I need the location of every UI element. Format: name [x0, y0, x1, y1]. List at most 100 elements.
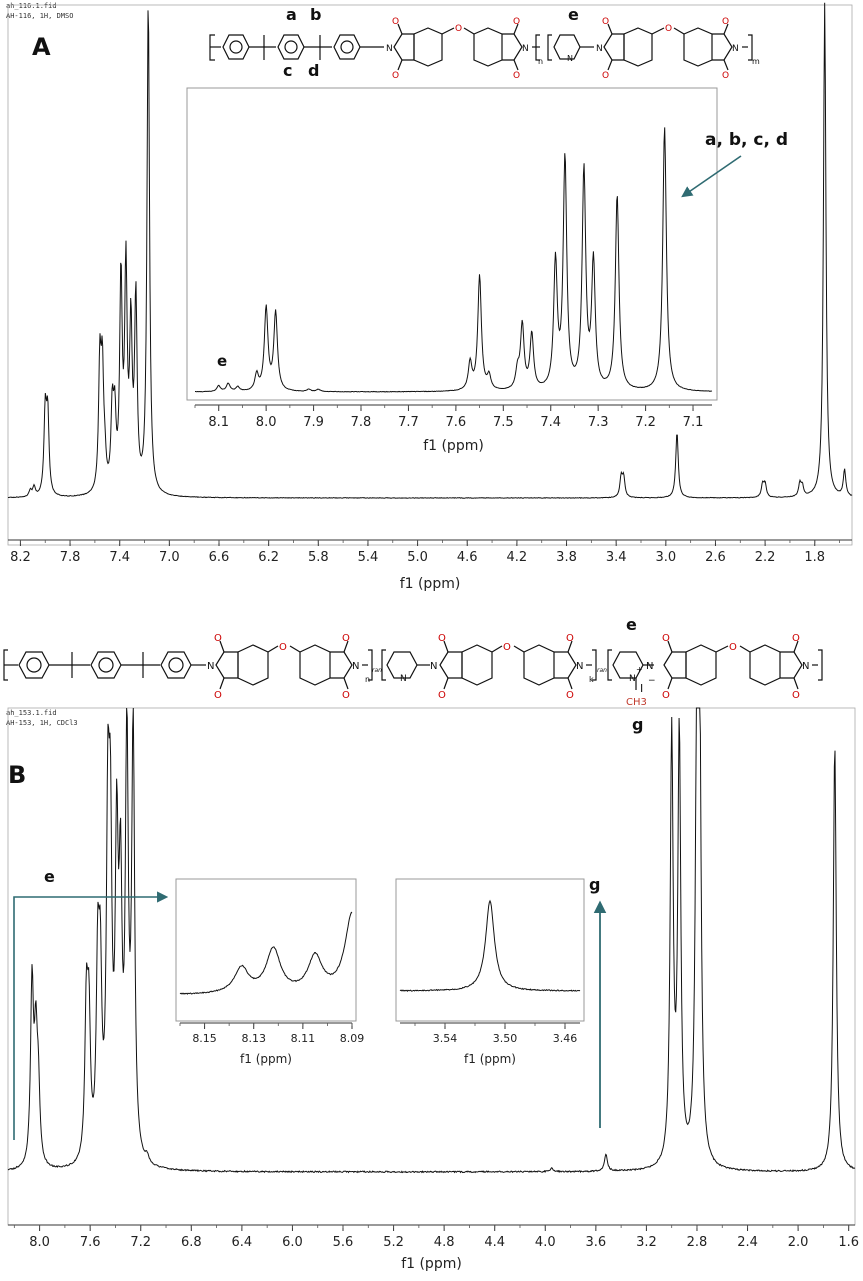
- x-tick-label: 3.2: [636, 1235, 657, 1250]
- panel-b: N OO O OO N N N OO O OO N N + N OO O OO …: [3, 615, 859, 1272]
- svg-text:O: O: [729, 642, 737, 653]
- x-tick-label: 7.7: [398, 415, 419, 430]
- svg-text:O: O: [566, 690, 574, 701]
- subscript-n: n: [538, 57, 543, 66]
- structure-a: [209, 23, 753, 71]
- svg-text:N: N: [386, 44, 393, 54]
- methyl-label: CH3: [626, 697, 647, 708]
- svg-text:O: O: [566, 633, 574, 644]
- svg-text:O: O: [513, 17, 520, 27]
- svg-text:O: O: [438, 690, 446, 701]
- svg-text:O: O: [662, 633, 670, 644]
- svg-text:N: N: [596, 44, 603, 54]
- x-tick-label: 8.0: [256, 415, 277, 430]
- spectrum-b-main: 8.0 7.6 7.2 6.8 6.4 6.0 5.6 5.2 4.8 4.4 4.0 3.6 3.2 2…: [7, 707, 859, 1272]
- x-tick-label: 2.6: [705, 550, 726, 565]
- structure-b-label-g: g: [632, 715, 643, 734]
- svg-text:N: N: [567, 54, 573, 63]
- panel-b-file-desc: AH-153, 1H, CDCl3: [6, 719, 78, 727]
- svg-text:O: O: [792, 633, 800, 644]
- panel-b-file-name: ah_153.1.fid: [6, 709, 57, 717]
- svg-text:N: N: [430, 661, 437, 672]
- x-tick-label: 3.50: [493, 1032, 518, 1045]
- x-tick-label: 3.8: [556, 550, 577, 565]
- x-tick-label: 4.8: [434, 1235, 455, 1250]
- inset-b2-frame: [395, 878, 585, 1022]
- inset-a-label-e: e: [217, 352, 227, 370]
- x-tick-label: 8.1: [208, 415, 229, 430]
- x-tick-label: 5.6: [333, 1235, 354, 1250]
- spectrum-trace: [194, 127, 713, 393]
- svg-text:O: O: [602, 17, 609, 27]
- label-abcd: a, b, c, d: [705, 130, 788, 150]
- x-axis-label: f1 (ppm): [401, 1256, 462, 1272]
- x-tick-label: 4.0: [535, 1235, 556, 1250]
- plot-frame: [7, 4, 853, 546]
- spectrum-b-inset-2: 3.54 3.50 3.46 f1 (ppm): [399, 899, 581, 1066]
- panel-b-label-g: g: [589, 875, 600, 894]
- arrow-e: [13, 891, 169, 1140]
- x-tick-label: 6.4: [232, 1235, 253, 1250]
- x-tick-label: 7.3: [588, 415, 609, 430]
- svg-text:N: N: [802, 661, 809, 672]
- svg-text:O: O: [665, 24, 672, 34]
- x-tick-label: 7.8: [351, 415, 372, 430]
- svg-text:N: N: [207, 661, 214, 672]
- svg-text:O: O: [503, 642, 511, 653]
- x-axis-label: f1 (ppm): [400, 576, 461, 592]
- x-tick-label: 2.8: [687, 1235, 708, 1250]
- x-tick-label: 7.0: [159, 550, 180, 565]
- svg-text:N: N: [576, 661, 583, 672]
- svg-text:O: O: [392, 71, 399, 81]
- panel-a-file-name: ah_116.1.fid: [6, 2, 57, 10]
- svg-text:N: N: [646, 661, 653, 672]
- structure-label-a: a: [286, 5, 297, 24]
- x-tick-label: 8.09: [340, 1032, 365, 1045]
- arrow-abcd: [681, 155, 742, 198]
- x-tick-label: 5.4: [358, 550, 379, 565]
- svg-text:+: +: [636, 665, 643, 674]
- spectrum-a-main: 8.2 7.8 7.4 7.0 6.6 6.2 5.8 5.4 5.0 4.6 4.2 3.8 3.4 3…: [7, 2, 853, 592]
- x-tick-label: 6.2: [258, 550, 279, 565]
- x-tick-label: 3.46: [553, 1032, 578, 1045]
- structure-label-e: e: [568, 5, 579, 24]
- x-tick-label: 7.1: [683, 415, 704, 430]
- svg-text:N: N: [522, 44, 529, 54]
- x-tick-label: 8.2: [10, 550, 31, 565]
- structure-b-label-e: e: [626, 615, 637, 634]
- x-tick-label: 6.6: [209, 550, 230, 565]
- x-tick-label: 8.15: [192, 1032, 217, 1045]
- svg-text:O: O: [214, 633, 222, 644]
- x-tick-label: 6.0: [282, 1235, 303, 1250]
- spectrum-a-inset: 8.1 8.0 7.9 7.8 7.7 7.6 7.5 7.4 7.3 7.2 7.1 f1 (ppm…: [194, 127, 713, 454]
- svg-text:O: O: [602, 71, 609, 81]
- svg-text:N: N: [400, 674, 407, 684]
- iodide-label: I: [640, 682, 643, 695]
- svg-text:O: O: [342, 633, 350, 644]
- x-tick-label: 2.0: [788, 1235, 809, 1250]
- x-tick-label: 8.0: [29, 1235, 50, 1250]
- subscript-m: m: [752, 57, 760, 66]
- panel-b-letter: B: [8, 761, 26, 789]
- x-tick-label: 5.2: [383, 1235, 404, 1250]
- inset-b1-frame: [175, 878, 357, 1022]
- x-tick-label: 2.2: [755, 550, 776, 565]
- x-tick-label: 7.6: [80, 1235, 101, 1250]
- subscript-k: k: [589, 675, 594, 684]
- structure-label-b: b: [310, 5, 321, 24]
- spectrum-trace: [7, 707, 856, 1174]
- x-tick-label: 8.13: [241, 1032, 266, 1045]
- x-tick-label: 3.54: [433, 1032, 458, 1045]
- x-tick-label: 7.4: [540, 415, 561, 430]
- panel-a-file-desc: AH-116, 1H, DMSO: [6, 12, 73, 20]
- svg-text:O: O: [722, 17, 729, 27]
- x-tick-label: 5.0: [407, 550, 428, 565]
- subscript-ran-2: ran: [597, 667, 607, 674]
- svg-text:O: O: [279, 642, 287, 653]
- panel-b-label-e: e: [44, 867, 55, 886]
- svg-text:O: O: [792, 690, 800, 701]
- subscript-ran-1: ran: [372, 667, 382, 674]
- x-tick-label: 7.2: [635, 415, 656, 430]
- svg-text:O: O: [342, 690, 350, 701]
